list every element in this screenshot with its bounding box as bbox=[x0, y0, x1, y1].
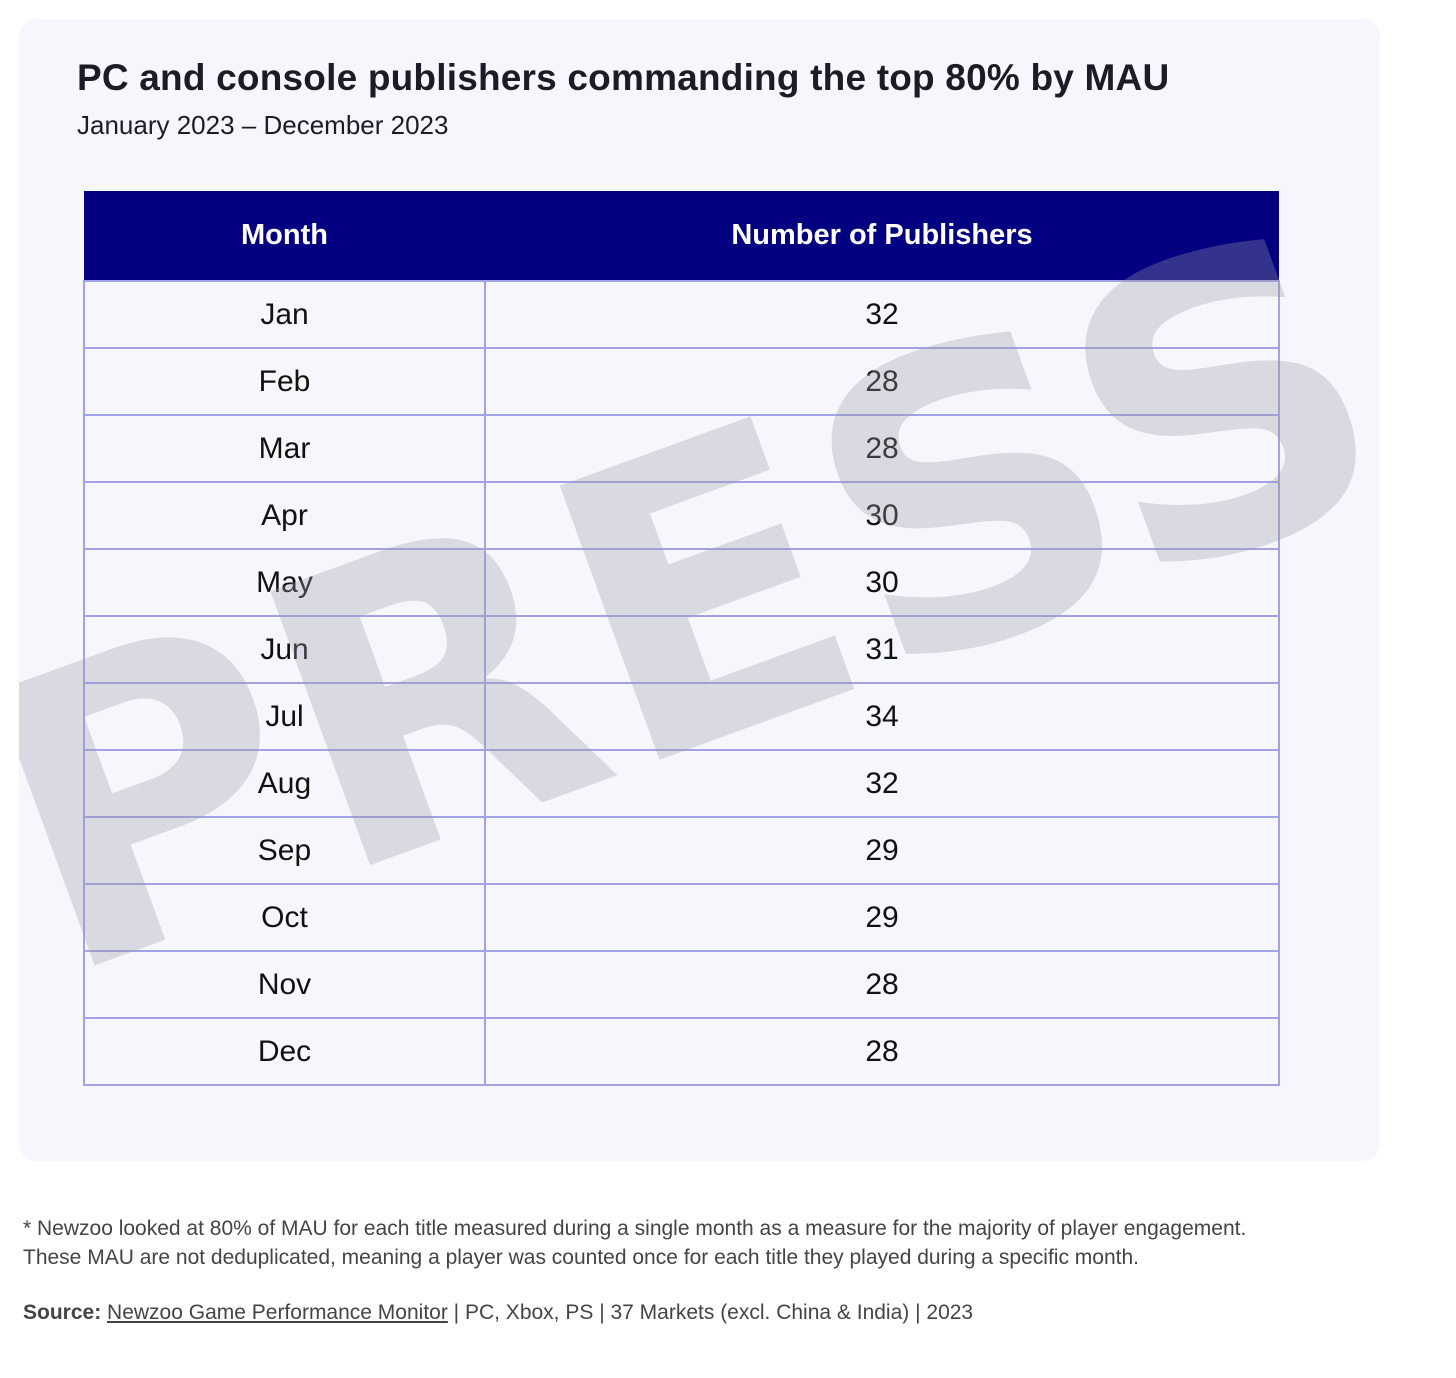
publisher-count-cell: 28 bbox=[484, 1017, 1280, 1086]
table-row: Jul 34 bbox=[83, 682, 1280, 751]
publisher-count-cell: 32 bbox=[484, 749, 1280, 818]
source-line: Source: Newzoo Game Performance Monitor … bbox=[23, 1301, 973, 1325]
footnote-line-2: These MAU are not deduplicated, meaning … bbox=[23, 1246, 1139, 1269]
column-header-month: Month bbox=[84, 191, 485, 281]
month-cell: Apr bbox=[83, 481, 486, 550]
table-row: Dec 28 bbox=[83, 1017, 1280, 1086]
month-cell: Jan bbox=[83, 280, 486, 349]
month-cell: Nov bbox=[83, 950, 486, 1019]
source-label: Source: bbox=[23, 1301, 102, 1324]
month-cell: Feb bbox=[83, 347, 486, 416]
table-row: Aug 32 bbox=[83, 749, 1280, 818]
publisher-count-cell: 29 bbox=[484, 883, 1280, 952]
month-cell: Jul bbox=[83, 682, 486, 751]
table-row: Jan 32 bbox=[83, 280, 1280, 349]
chart-title: PC and console publishers commanding the… bbox=[77, 57, 1170, 98]
table-row: Oct 29 bbox=[83, 883, 1280, 952]
table-body: Jan 32 Feb 28 Mar 28 Apr 30 May 30 Jun 31 Jul 34 Aug 32… bbox=[83, 280, 1280, 1086]
footnote: * Newzoo looked at 80% of MAU for each t… bbox=[23, 1214, 1453, 1272]
publisher-count-cell: 29 bbox=[484, 816, 1280, 885]
month-cell: Dec bbox=[83, 1017, 486, 1086]
month-cell: Jun bbox=[83, 615, 486, 684]
source-link[interactable]: Newzoo Game Performance Monitor bbox=[107, 1301, 448, 1324]
publishers-table: Month Number of Publishers Jan 32 Feb 28 Mar… bbox=[83, 191, 1280, 1086]
month-cell: Aug bbox=[83, 749, 486, 818]
data-table-container: Month Number of Publishers Jan 32 Feb 28 Mar… bbox=[83, 191, 1280, 1086]
month-cell: May bbox=[83, 548, 486, 617]
publisher-count-cell: 32 bbox=[484, 280, 1280, 349]
table-row: Nov 28 bbox=[83, 950, 1280, 1019]
table-row: Apr 30 bbox=[83, 481, 1280, 550]
chart-subtitle: January 2023 – December 2023 bbox=[77, 110, 449, 140]
column-header-publishers: Number of Publishers bbox=[485, 191, 1279, 281]
footnote-line-1: * Newzoo looked at 80% of MAU for each t… bbox=[23, 1217, 1247, 1240]
chart-card: PC and console publishers commanding the… bbox=[19, 19, 1380, 1161]
publisher-count-cell: 30 bbox=[484, 548, 1280, 617]
table-row: Feb 28 bbox=[83, 347, 1280, 416]
publisher-count-cell: 30 bbox=[484, 481, 1280, 550]
table-row: Sep 29 bbox=[83, 816, 1280, 885]
table-row: May 30 bbox=[83, 548, 1280, 617]
table-header-row: Month Number of Publishers bbox=[84, 191, 1279, 281]
table-row: Mar 28 bbox=[83, 414, 1280, 483]
publisher-count-cell: 28 bbox=[484, 414, 1280, 483]
month-cell: Oct bbox=[83, 883, 486, 952]
month-cell: Mar bbox=[83, 414, 486, 483]
source-details: | PC, Xbox, PS | 37 Markets (excl. China… bbox=[447, 1301, 974, 1324]
publisher-count-cell: 31 bbox=[484, 615, 1280, 684]
publisher-count-cell: 28 bbox=[484, 347, 1280, 416]
publisher-count-cell: 34 bbox=[484, 682, 1280, 751]
table-row: Jun 31 bbox=[83, 615, 1280, 684]
publisher-count-cell: 28 bbox=[484, 950, 1280, 1019]
month-cell: Sep bbox=[83, 816, 486, 885]
